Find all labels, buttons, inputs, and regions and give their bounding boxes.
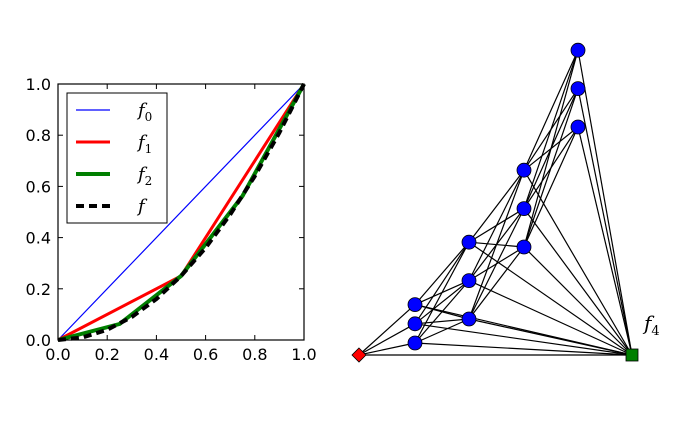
y-tick-label: 0.4	[26, 229, 51, 248]
edge-layer-sink	[468, 318, 633, 356]
x-tick-label: 0.2	[94, 345, 119, 364]
edge-layer-sink	[523, 246, 633, 356]
function-plot: 0.0 0.2 0.4 0.6 0.8 1.0 0.0 0.2 0.4 0.6 0.8 1.0 f0…	[26, 75, 317, 364]
edge-layer-sink	[577, 126, 633, 356]
x-tick-label: 0.0	[45, 345, 70, 364]
edge-layer-sink	[414, 342, 633, 356]
sink-label: f4	[642, 311, 660, 339]
x-tick-label: 0.8	[242, 345, 267, 364]
y-axis: 0.0 0.2 0.4 0.6 0.8 1.0	[26, 75, 304, 350]
edge-source-layer	[358, 304, 416, 356]
diagram-node	[407, 316, 423, 332]
edge-layer-sink	[577, 50, 633, 356]
y-tick-label: 0.8	[26, 126, 51, 145]
network-diagram: f4	[351, 42, 660, 363]
edge-layer-layer	[414, 318, 470, 325]
edge-layer-sink	[414, 323, 633, 356]
x-axis: 0.0 0.2 0.4 0.6 0.8 1.0	[45, 84, 317, 364]
sink-label-subscript: 4	[651, 324, 659, 339]
series-line-0	[57, 83, 305, 341]
diagram-node	[461, 273, 477, 289]
x-tick-label: 0.4	[144, 345, 169, 364]
legend-subscript-2: 2	[145, 174, 153, 188]
edge-layer-layer	[414, 241, 470, 305]
diagram-node	[407, 297, 423, 313]
edge-layer-sink	[468, 241, 633, 356]
diagram-edges	[358, 49, 633, 356]
diagram-node	[570, 81, 586, 96]
plot-lines	[57, 83, 306, 342]
edge-layer-layer	[523, 126, 579, 248]
edge-layer-layer	[468, 246, 525, 320]
edge-layer-sink	[577, 88, 633, 356]
edge-layer-layer	[414, 280, 470, 325]
x-tick-label: 0.6	[193, 345, 218, 364]
edge-source-layer	[358, 342, 416, 356]
legend-subscript-0: 0	[145, 110, 153, 124]
edge-layer-layer	[468, 241, 525, 248]
x-tick-label: 1.0	[291, 345, 316, 364]
diagram-node	[407, 335, 423, 351]
diagram-node	[516, 201, 532, 217]
edge-layer-sink	[523, 208, 633, 356]
sink-node	[625, 348, 639, 362]
edge-layer-layer	[468, 246, 525, 282]
edge-layer-layer	[523, 126, 579, 171]
y-tick-label: 0.6	[26, 177, 51, 196]
edge-layer-sink	[468, 280, 633, 356]
series-line-3	[57, 83, 306, 342]
edge-layer-layer	[523, 49, 579, 171]
y-tick-label: 0.0	[26, 331, 51, 350]
source-node	[351, 347, 367, 363]
edge-layer-layer	[414, 318, 470, 344]
diagram-node	[461, 311, 477, 327]
edge-layer-layer	[523, 126, 579, 209]
edge-layer-layer	[468, 169, 525, 243]
edge-layer-sink	[523, 169, 633, 356]
plot-frame	[57, 83, 305, 341]
diagram-node	[461, 234, 477, 250]
edge-layer-layer	[468, 208, 525, 243]
y-tick-label: 0.2	[26, 280, 51, 299]
edge-layer-layer	[414, 280, 470, 306]
diagram-node	[570, 42, 586, 58]
diagram-node	[516, 162, 532, 178]
y-tick-label: 1.0	[26, 75, 51, 94]
diagram-node	[570, 119, 586, 135]
diagram-nodes	[351, 42, 639, 363]
edge-layer-layer	[414, 241, 470, 325]
diagram-node	[516, 239, 532, 255]
legend-box	[66, 92, 168, 224]
edge-source-layer	[358, 323, 416, 356]
edge-layer-layer	[523, 88, 579, 171]
legend-subscript-1: 1	[145, 142, 153, 156]
